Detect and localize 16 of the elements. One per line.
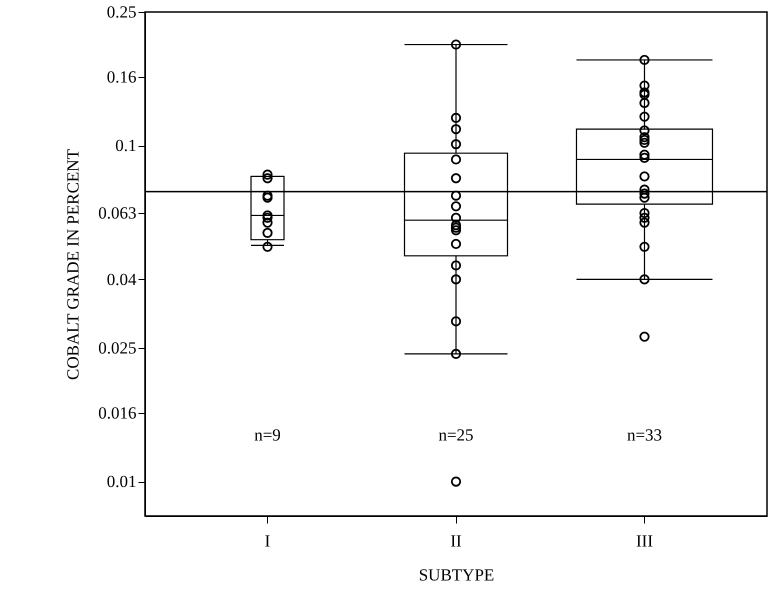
y-tick-label: 0.025 xyxy=(98,338,136,358)
x-tick-label: II xyxy=(450,532,462,550)
annotation: n=33 xyxy=(626,425,662,444)
x-tick-label: I xyxy=(264,532,271,550)
y-axis-title: COBALT GRADE IN PERCENT xyxy=(63,148,82,380)
annotation: n=25 xyxy=(438,425,474,444)
y-tick-label: 0.25 xyxy=(106,2,136,22)
y-tick-label: 0.063 xyxy=(98,204,136,223)
y-tick-label: 0.01 xyxy=(106,472,136,492)
annotation: n=9 xyxy=(254,425,281,444)
x-tick-label: III xyxy=(636,532,654,550)
y-tick-label: 0.16 xyxy=(106,68,136,87)
y-tick-label: 0.016 xyxy=(98,404,136,423)
y-tick-label: 0.1 xyxy=(115,136,136,156)
y-tick-label: 0.04 xyxy=(106,270,137,289)
x-axis-title: SUBTYPE xyxy=(418,566,494,584)
